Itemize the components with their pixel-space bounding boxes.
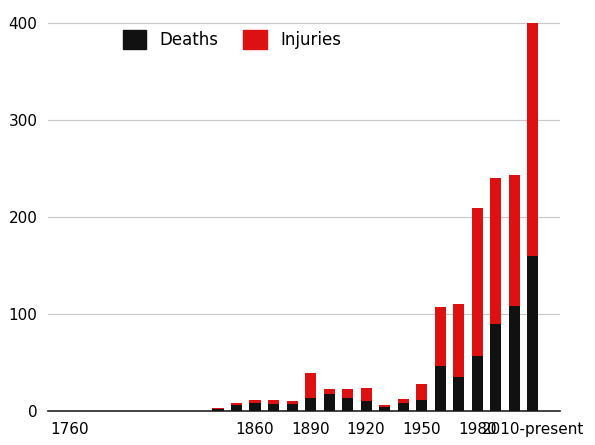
Bar xyxy=(453,377,464,411)
Legend: Deaths, Injuries: Deaths, Injuries xyxy=(118,25,346,54)
Bar xyxy=(416,384,427,400)
Bar xyxy=(472,356,483,411)
Bar xyxy=(305,373,316,398)
Bar xyxy=(231,404,242,405)
Bar xyxy=(305,398,316,411)
Bar xyxy=(397,399,409,403)
Bar xyxy=(416,400,427,411)
Bar xyxy=(379,407,390,411)
Bar xyxy=(379,405,390,407)
Bar xyxy=(472,208,483,356)
Bar xyxy=(361,388,372,401)
Bar xyxy=(231,405,242,411)
Bar xyxy=(434,307,446,366)
Bar xyxy=(268,405,279,411)
Bar xyxy=(527,23,538,256)
Bar xyxy=(342,398,353,411)
Bar xyxy=(509,175,519,307)
Bar xyxy=(212,409,224,411)
Bar xyxy=(434,366,446,411)
Bar xyxy=(490,178,501,324)
Bar xyxy=(249,400,261,403)
Bar xyxy=(287,400,298,405)
Bar xyxy=(287,405,298,411)
Bar xyxy=(249,403,261,411)
Bar xyxy=(509,307,519,411)
Bar xyxy=(490,324,501,411)
Bar xyxy=(324,389,334,394)
Bar xyxy=(324,394,334,411)
Bar xyxy=(361,400,372,411)
Bar xyxy=(527,256,538,411)
Bar xyxy=(453,304,464,377)
Bar xyxy=(342,389,353,398)
Bar xyxy=(397,403,409,411)
Bar xyxy=(268,400,279,405)
